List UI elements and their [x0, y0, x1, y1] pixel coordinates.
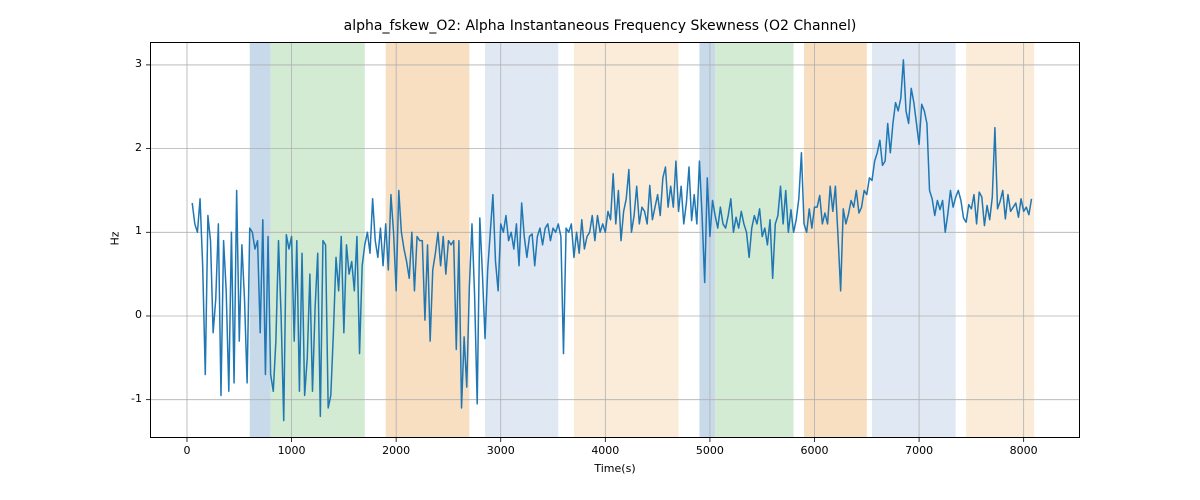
x-tick-label: 0	[162, 444, 212, 457]
y-tick-label: 1	[135, 224, 142, 237]
plot-svg	[150, 42, 1080, 438]
x-tick-label: 8000	[999, 444, 1049, 457]
y-axis-label: Hz	[109, 219, 122, 259]
x-tick-label: 2000	[371, 444, 421, 457]
x-tick-label: 7000	[894, 444, 944, 457]
x-axis-label: Time(s)	[150, 462, 1080, 475]
x-tick-label: 6000	[789, 444, 839, 457]
x-tick-label: 5000	[685, 444, 735, 457]
y-tick-label: -1	[131, 392, 142, 405]
plot-area	[150, 42, 1080, 438]
x-tick-label: 1000	[267, 444, 317, 457]
chart-title: alpha_fskew_O2: Alpha Instantaneous Freq…	[0, 18, 1200, 34]
y-tick-label: 3	[135, 57, 142, 70]
y-tick-label: 0	[135, 308, 142, 321]
y-tick-label: 2	[135, 141, 142, 154]
x-tick-label: 3000	[476, 444, 526, 457]
figure: alpha_fskew_O2: Alpha Instantaneous Freq…	[0, 0, 1200, 500]
x-tick-label: 4000	[580, 444, 630, 457]
